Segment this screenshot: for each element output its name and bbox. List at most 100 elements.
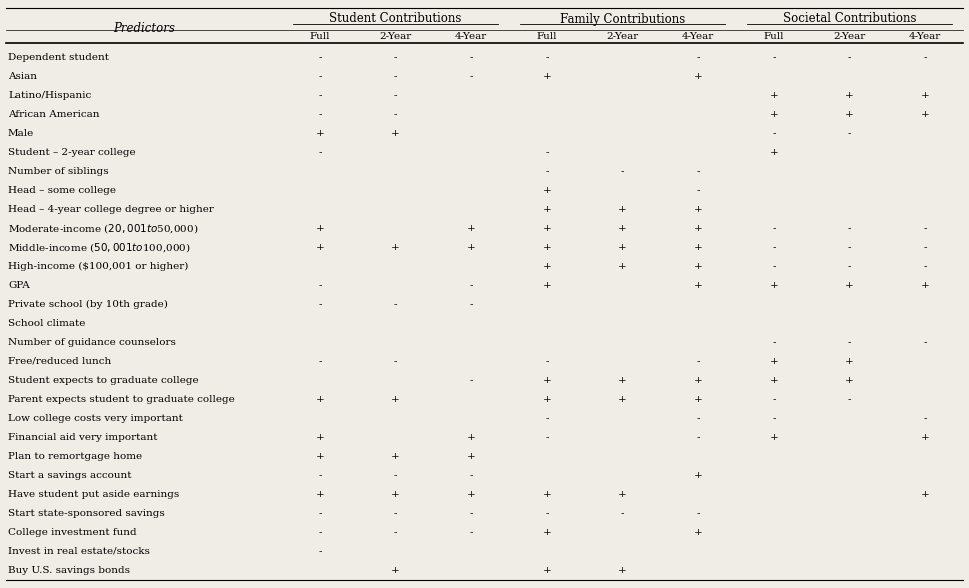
Text: -: - <box>546 509 548 518</box>
Text: +: + <box>391 566 400 575</box>
Text: -: - <box>546 414 548 423</box>
Text: +: + <box>467 433 476 442</box>
Text: +: + <box>391 490 400 499</box>
Text: Predictors: Predictors <box>113 22 175 35</box>
Text: -: - <box>772 338 775 347</box>
Text: -: - <box>772 414 775 423</box>
Text: +: + <box>543 490 551 499</box>
Text: -: - <box>697 167 700 176</box>
Text: -: - <box>318 281 322 290</box>
Text: Moderate-income ($20,001 to $50,000): Moderate-income ($20,001 to $50,000) <box>8 222 199 235</box>
Text: +: + <box>694 205 703 214</box>
Text: Student – 2-year college: Student – 2-year college <box>8 148 136 157</box>
Text: +: + <box>543 243 551 252</box>
Text: Head – 4-year college degree or higher: Head – 4-year college degree or higher <box>8 205 214 214</box>
Text: Low college costs very important: Low college costs very important <box>8 414 183 423</box>
Text: +: + <box>467 452 476 461</box>
Text: +: + <box>467 243 476 252</box>
Text: +: + <box>618 395 627 404</box>
Text: -: - <box>318 148 322 157</box>
Text: +: + <box>845 376 854 385</box>
Text: +: + <box>694 224 703 233</box>
Text: +: + <box>543 224 551 233</box>
Text: Private school (by 10th grade): Private school (by 10th grade) <box>8 300 168 309</box>
Text: -: - <box>848 129 851 138</box>
Text: Family Contributions: Family Contributions <box>560 12 685 25</box>
Text: Student Contributions: Student Contributions <box>329 12 461 25</box>
Text: 2-Year: 2-Year <box>833 32 865 41</box>
Text: 2-Year: 2-Year <box>607 32 639 41</box>
Text: +: + <box>618 566 627 575</box>
Text: +: + <box>618 243 627 252</box>
Text: Male: Male <box>8 129 34 138</box>
Text: Financial aid very important: Financial aid very important <box>8 433 158 442</box>
Text: +: + <box>391 243 400 252</box>
Text: +: + <box>618 205 627 214</box>
Text: -: - <box>393 53 397 62</box>
Text: +: + <box>845 357 854 366</box>
Text: +: + <box>694 395 703 404</box>
Text: Buy U.S. savings bonds: Buy U.S. savings bonds <box>8 566 130 575</box>
Text: -: - <box>848 224 851 233</box>
Text: -: - <box>469 53 473 62</box>
Text: 2-Year: 2-Year <box>380 32 412 41</box>
Text: -: - <box>923 53 927 62</box>
Text: +: + <box>543 205 551 214</box>
Text: Number of siblings: Number of siblings <box>8 167 109 176</box>
Text: -: - <box>318 53 322 62</box>
Text: +: + <box>543 186 551 195</box>
Text: -: - <box>772 262 775 271</box>
Text: College investment fund: College investment fund <box>8 528 137 537</box>
Text: Full: Full <box>537 32 557 41</box>
Text: -: - <box>923 243 927 252</box>
Text: +: + <box>316 224 325 233</box>
Text: -: - <box>697 433 700 442</box>
Text: +: + <box>921 490 929 499</box>
Text: -: - <box>697 357 700 366</box>
Text: Dependent student: Dependent student <box>8 53 109 62</box>
Text: +: + <box>694 262 703 271</box>
Text: +: + <box>391 395 400 404</box>
Text: African American: African American <box>8 110 100 119</box>
Text: Latino/Hispanic: Latino/Hispanic <box>8 91 91 100</box>
Text: +: + <box>316 433 325 442</box>
Text: +: + <box>391 452 400 461</box>
Text: +: + <box>769 376 778 385</box>
Text: -: - <box>318 509 322 518</box>
Text: GPA: GPA <box>8 281 30 290</box>
Text: +: + <box>769 91 778 100</box>
Text: +: + <box>618 224 627 233</box>
Text: +: + <box>921 433 929 442</box>
Text: -: - <box>469 471 473 480</box>
Text: +: + <box>316 395 325 404</box>
Text: Free/reduced lunch: Free/reduced lunch <box>8 357 111 366</box>
Text: -: - <box>469 376 473 385</box>
Text: +: + <box>921 91 929 100</box>
Text: -: - <box>848 53 851 62</box>
Text: Invest in real estate/stocks: Invest in real estate/stocks <box>8 547 150 556</box>
Text: -: - <box>848 262 851 271</box>
Text: +: + <box>845 91 854 100</box>
Text: -: - <box>772 395 775 404</box>
Text: +: + <box>618 376 627 385</box>
Text: Full: Full <box>764 32 784 41</box>
Text: Plan to remortgage home: Plan to remortgage home <box>8 452 142 461</box>
Text: -: - <box>393 72 397 81</box>
Text: +: + <box>316 129 325 138</box>
Text: -: - <box>318 547 322 556</box>
Text: -: - <box>772 129 775 138</box>
Text: +: + <box>694 281 703 290</box>
Text: -: - <box>772 243 775 252</box>
Text: -: - <box>393 471 397 480</box>
Text: -: - <box>393 509 397 518</box>
Text: -: - <box>848 395 851 404</box>
Text: -: - <box>923 224 927 233</box>
Text: +: + <box>694 471 703 480</box>
Text: -: - <box>697 509 700 518</box>
Text: +: + <box>467 224 476 233</box>
Text: Have student put aside earnings: Have student put aside earnings <box>8 490 179 499</box>
Text: High-income ($100,001 or higher): High-income ($100,001 or higher) <box>8 262 188 271</box>
Text: -: - <box>469 528 473 537</box>
Text: -: - <box>546 357 548 366</box>
Text: -: - <box>318 528 322 537</box>
